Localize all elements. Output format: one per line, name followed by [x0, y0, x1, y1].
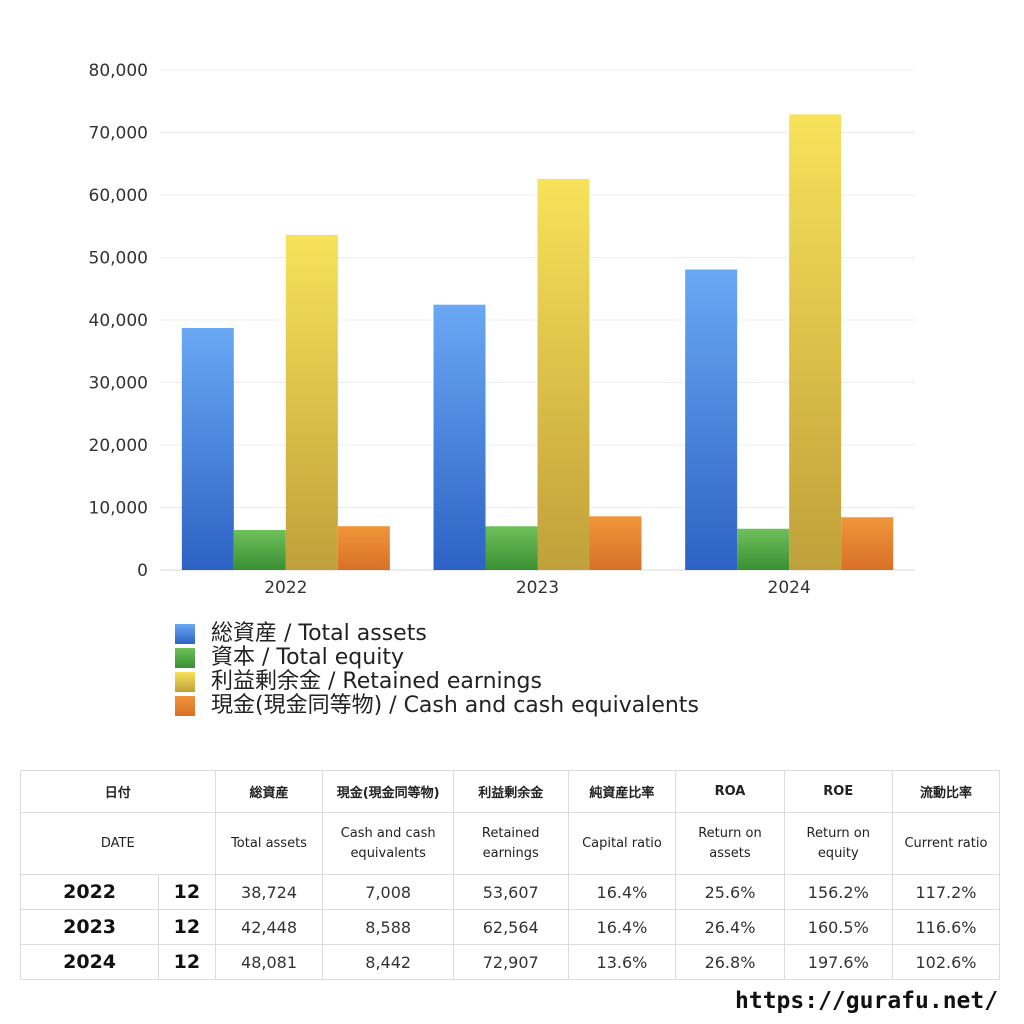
bar-2022-series-3 — [337, 526, 390, 570]
header-roa-jp: ROA — [675, 770, 785, 813]
chart-legend: 総資産 / Total assets 資本 / Total equity 利益剰… — [175, 622, 699, 718]
x-tick-label: 2024 — [768, 578, 811, 598]
bar-chart: 0 10,000 20,000 30,000 40,000 50,000 60,000 70,… — [89, 61, 915, 598]
header-current-ratio-en: Current ratio — [891, 812, 1001, 875]
bar-2023-series-3 — [589, 516, 642, 570]
cell-current-ratio: 116.6% — [891, 909, 1001, 945]
bar-2024-series-1 — [737, 528, 790, 570]
y-tick-label: 50,000 — [89, 249, 148, 269]
legend-label-retained-earnings: 利益剰余金 / Retained earnings — [211, 669, 542, 694]
bar-2022-series-1 — [233, 530, 286, 570]
legend-item-total-assets: 総資産 / Total assets — [175, 622, 699, 646]
legend-swatch-total-equity — [175, 648, 195, 668]
cell-capital-ratio: 16.4% — [567, 909, 677, 945]
table-row: 2023 12 42,448 8,588 62,564 16.4% 26.4% … — [19, 909, 1001, 945]
y-tick-label: 60,000 — [89, 186, 148, 206]
cell-total-assets: 42,448 — [214, 909, 324, 945]
cell-cash: 8,442 — [322, 944, 454, 980]
header-cash-en: Cash and cash equivalents — [322, 812, 454, 875]
cell-year: 2023 — [19, 909, 160, 945]
y-tick-label: 40,000 — [89, 311, 148, 331]
y-tick-label: 0 — [137, 561, 148, 581]
table-header-row-jp: 日付 総資産 現金(現金同等物) 利益剰余金 純資産比率 ROA ROE 流動比… — [20, 770, 1001, 813]
bar-2023-series-0 — [433, 304, 486, 570]
cell-roa: 25.6% — [675, 874, 785, 910]
legend-label-cash: 現金(現金同等物) / Cash and cash equivalents — [211, 693, 699, 718]
bar-2022-series-2 — [285, 234, 338, 571]
cell-cash: 8,588 — [322, 909, 454, 945]
cell-year: 2022 — [19, 874, 160, 910]
cell-roe: 197.6% — [783, 944, 893, 980]
header-roa-en: Return on assets — [675, 812, 785, 875]
header-date-en: DATE — [20, 812, 216, 875]
legend-swatch-retained-earnings — [175, 672, 195, 692]
x-tick-label: 2022 — [264, 578, 307, 598]
source-url[interactable]: https://gurafu.net/ — [735, 988, 999, 1014]
cell-current-ratio: 117.2% — [891, 874, 1001, 910]
cell-roa: 26.4% — [675, 909, 785, 945]
bar-2024-series-0 — [685, 269, 738, 570]
financial-table: 日付 総資産 現金(現金同等物) 利益剰余金 純資産比率 ROA ROE 流動比… — [19, 770, 1001, 980]
header-retained-en: Retained earnings — [452, 812, 569, 875]
cell-total-assets: 38,724 — [214, 874, 324, 910]
legend-item-cash: 現金(現金同等物) / Cash and cash equivalents — [175, 694, 699, 718]
cell-roa: 26.8% — [675, 944, 785, 980]
header-current-ratio-jp: 流動比率 — [891, 770, 1001, 813]
cell-retained: 72,907 — [452, 944, 569, 980]
legend-swatch-cash — [175, 696, 195, 716]
header-cash-jp: 現金(現金同等物) — [322, 770, 454, 813]
header-retained-jp: 利益剰余金 — [452, 770, 569, 813]
y-tick-label: 10,000 — [89, 499, 148, 519]
cell-year: 2024 — [19, 944, 160, 980]
cell-roe: 156.2% — [783, 874, 893, 910]
header-total-assets-jp: 総資産 — [214, 770, 324, 813]
cell-roe: 160.5% — [783, 909, 893, 945]
cell-cash: 7,008 — [322, 874, 454, 910]
legend-label-total-assets: 総資産 / Total assets — [211, 621, 427, 646]
table-row: 2022 12 38,724 7,008 53,607 16.4% 25.6% … — [19, 874, 1001, 910]
y-tick-label: 80,000 — [89, 61, 148, 81]
legend-item-retained-earnings: 利益剰余金 / Retained earnings — [175, 670, 699, 694]
cell-current-ratio: 102.6% — [891, 944, 1001, 980]
cell-capital-ratio: 16.4% — [567, 874, 677, 910]
bar-2023-series-1 — [485, 526, 538, 570]
x-tick-label: 2023 — [516, 578, 559, 598]
header-roe-en: Return on equity — [783, 812, 893, 875]
cell-retained: 53,607 — [452, 874, 569, 910]
header-capital-ratio-jp: 純資産比率 — [567, 770, 677, 813]
header-capital-ratio-en: Capital ratio — [567, 812, 677, 875]
y-tick-label: 30,000 — [89, 374, 148, 394]
y-tick-label: 70,000 — [89, 124, 148, 144]
table-header-row-en: DATE Total assets Cash and cash equivale… — [20, 812, 1001, 875]
legend-label-total-equity: 資本 / Total equity — [211, 645, 404, 670]
cell-month: 12 — [158, 944, 216, 980]
bar-2024-series-3 — [841, 517, 894, 570]
legend-swatch-total-assets — [175, 624, 195, 644]
legend-item-total-equity: 資本 / Total equity — [175, 646, 699, 670]
header-date-jp: 日付 — [20, 770, 216, 813]
bar-2024-series-2 — [789, 114, 842, 571]
table-row: 2024 12 48,081 8,442 72,907 13.6% 26.8% … — [19, 944, 1001, 980]
cell-capital-ratio: 13.6% — [567, 944, 677, 980]
cell-retained: 62,564 — [452, 909, 569, 945]
cell-total-assets: 48,081 — [214, 944, 324, 980]
cell-month: 12 — [158, 874, 216, 910]
bar-2023-series-2 — [537, 178, 590, 570]
header-total-assets-en: Total assets — [214, 812, 324, 875]
y-tick-label: 20,000 — [89, 436, 148, 456]
header-roe-jp: ROE — [783, 770, 893, 813]
cell-month: 12 — [158, 909, 216, 945]
bar-2022-series-0 — [181, 327, 234, 570]
